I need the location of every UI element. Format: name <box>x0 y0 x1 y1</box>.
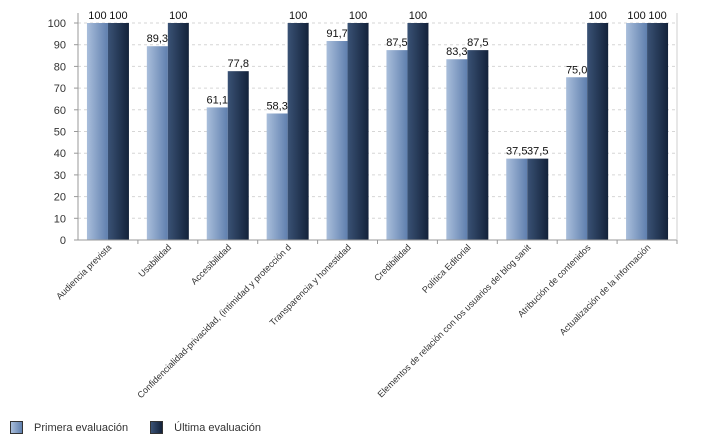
y-tick-label: 50 <box>54 127 66 139</box>
data-label: 87,5 <box>386 37 407 49</box>
data-label: 58,3 <box>266 100 287 112</box>
y-tick-label: 30 <box>54 170 66 182</box>
data-label: 91,7 <box>326 28 347 40</box>
data-label: 100 <box>409 10 427 22</box>
legend-label-primera: Primera evaluación <box>34 421 129 434</box>
data-label: 89,3 <box>147 33 168 45</box>
bar-primera[interactable] <box>566 77 588 240</box>
category-label: Audiencia prevista <box>54 242 113 301</box>
bar-ultima[interactable] <box>467 50 489 240</box>
data-label: 100 <box>169 10 187 22</box>
bar-primera[interactable] <box>146 46 168 241</box>
bar-primera[interactable] <box>506 158 528 240</box>
y-tick-label: 0 <box>60 235 66 247</box>
bar-ultima[interactable] <box>347 23 369 240</box>
bar-ultima[interactable] <box>407 23 429 240</box>
bar-ultima[interactable] <box>227 71 249 240</box>
legend: Primera evaluación Última evaluación <box>10 421 283 434</box>
y-axis-ticks: 0 10 20 30 40 50 60 70 80 90 100 <box>48 18 78 247</box>
data-label: 100 <box>648 10 666 22</box>
bar-primera[interactable] <box>266 113 288 240</box>
x-axis-categories: Audiencia prevista Usabilidad Accesibilida… <box>54 240 678 400</box>
bar-primera[interactable] <box>386 50 408 240</box>
data-label: 100 <box>88 10 106 22</box>
legend-item-ultima[interactable]: Última evaluación <box>150 421 261 434</box>
data-label: 37,5 <box>527 146 548 158</box>
bar-ultima[interactable] <box>527 158 549 240</box>
bar-ultima[interactable] <box>647 23 669 240</box>
category-label: Accesibilidad <box>189 242 233 286</box>
data-label: 37,5 <box>506 146 527 158</box>
bar-primera[interactable] <box>86 23 108 240</box>
data-label: 100 <box>588 10 606 22</box>
bar-primera[interactable] <box>206 107 228 241</box>
bar-ultima[interactable] <box>107 23 129 240</box>
bar-primera[interactable] <box>626 23 648 240</box>
bar-primera[interactable] <box>326 41 348 240</box>
y-tick-label: 80 <box>54 61 66 73</box>
data-label: 87,5 <box>467 37 488 49</box>
legend-item-primera[interactable]: Primera evaluación <box>10 421 128 434</box>
bars <box>86 23 669 241</box>
data-label: 100 <box>289 10 307 22</box>
bar-ultima[interactable] <box>587 23 609 240</box>
data-label: 100 <box>627 10 645 22</box>
y-tick-label: 20 <box>54 192 66 204</box>
data-label: 83,3 <box>446 46 467 58</box>
y-tick-label: 100 <box>48 18 66 30</box>
category-label: Política Editorial <box>420 242 473 295</box>
data-label: 100 <box>109 10 127 22</box>
data-label: 100 <box>349 10 367 22</box>
bar-ultima[interactable] <box>287 23 309 240</box>
legend-label-ultima: Última evaluación <box>174 421 261 434</box>
y-tick-label: 70 <box>54 83 66 95</box>
y-tick-label: 60 <box>54 105 66 117</box>
category-label: Usabilidad <box>136 242 173 279</box>
y-tick-label: 90 <box>54 40 66 52</box>
bar-ultima[interactable] <box>167 23 189 240</box>
legend-swatch-ultima <box>150 421 164 434</box>
data-label: 77,8 <box>228 58 249 70</box>
bar-primera[interactable] <box>446 59 468 240</box>
data-label: 61,1 <box>207 94 228 106</box>
category-label: Credibilidad <box>372 242 413 283</box>
data-labels: 100 10089,310061,177,858,310091,710087,51… <box>88 10 666 158</box>
y-tick-label: 40 <box>54 148 66 160</box>
data-label: 75,0 <box>566 64 587 76</box>
legend-swatch-primera <box>10 421 23 434</box>
y-tick-label: 10 <box>54 213 66 225</box>
